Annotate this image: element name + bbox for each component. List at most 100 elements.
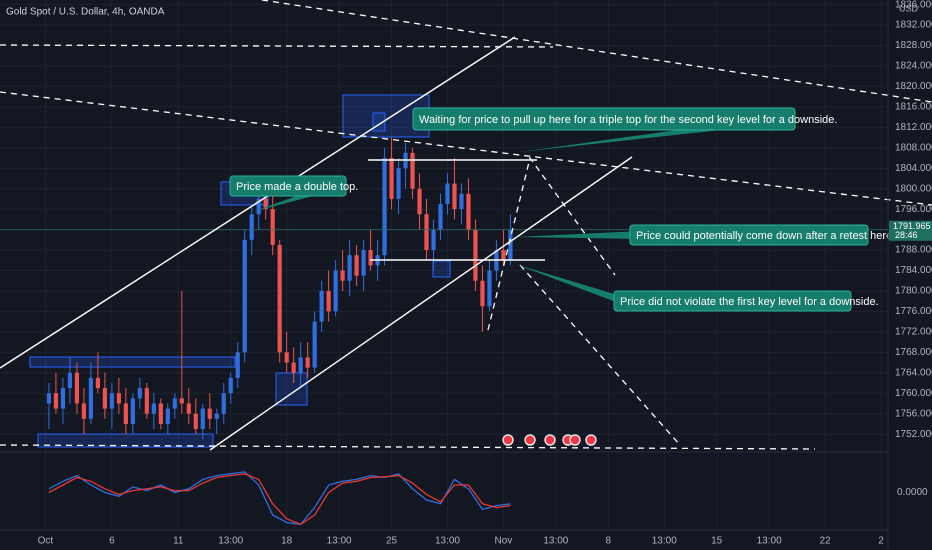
dashed-line: [0, 91, 932, 206]
y-tick-label: 1784.000: [895, 265, 932, 276]
y-tick-label: 1768.000: [895, 347, 932, 358]
candle-body: [67, 372, 73, 389]
candle-body: [249, 214, 254, 240]
zone: [275, 372, 308, 406]
x-tick-label: 13:00: [327, 536, 352, 547]
candle-body: [368, 250, 373, 266]
candle-body: [137, 388, 142, 399]
candle-body: [389, 158, 394, 199]
event-icon[interactable]: [585, 434, 597, 446]
candle-body: [410, 152, 415, 189]
projection: [487, 156, 616, 331]
y-tick-label: 1764.000: [895, 367, 932, 378]
y-tick-label: 1756.000: [895, 408, 932, 419]
x-tick-label: 13:00: [757, 536, 782, 547]
callout-pointer: [515, 231, 640, 239]
osc-line: [48, 471, 511, 526]
y-tick-label: 1828.000: [895, 40, 932, 51]
y-tick-label: 1824.000: [895, 61, 932, 72]
candle-body: [235, 352, 240, 378]
candle-body: [81, 403, 87, 419]
candle-body: [326, 290, 331, 312]
callout-text: Price made a double top.: [236, 181, 358, 193]
currency-label: USD: [899, 3, 919, 13]
callout-text: Price could potentially come down after …: [636, 230, 895, 242]
candle-body: [347, 255, 352, 281]
annotations: Price made a double top. Waiting for pric…: [229, 107, 895, 312]
x-tick-label: 13:00: [218, 536, 243, 547]
x-tick-label: 18: [281, 536, 293, 547]
y-tick-label: 1772.000: [895, 327, 932, 338]
callout-text: Waiting for price to pull up here for a …: [419, 114, 837, 126]
candle-body: [74, 372, 80, 404]
candle-body: [165, 408, 170, 424]
candles: [0, 137, 888, 440]
candle-body: [501, 250, 506, 261]
candle-body: [144, 388, 149, 414]
candle-body: [228, 377, 233, 394]
candle-body: [319, 290, 324, 322]
price-tag-value: 1791.965: [893, 221, 931, 231]
candle-body: [277, 244, 282, 353]
x-tick-label: 15: [711, 536, 723, 547]
candle-body: [382, 158, 387, 256]
candle-body: [214, 413, 219, 419]
x-tick-label: 13:00: [435, 536, 460, 547]
callout-box: [613, 290, 852, 312]
event-icon[interactable]: [544, 434, 556, 446]
candle-body: [431, 229, 436, 251]
event-icon[interactable]: [502, 434, 514, 446]
candle-body: [179, 398, 184, 404]
callout-box: [412, 107, 796, 131]
y-tick-label: 1776.000: [895, 306, 932, 317]
candle-body: [312, 321, 317, 368]
candle-body: [354, 255, 359, 276]
x-tick-label: 25: [386, 536, 398, 547]
event-icon[interactable]: [569, 434, 581, 446]
x-tick-label: 22: [820, 536, 832, 547]
callout-text: Price did not violate the first key leve…: [620, 296, 879, 308]
callout-pointer: [515, 264, 624, 305]
candle-body: [116, 393, 121, 404]
candle-body: [193, 413, 198, 430]
trendline: [209, 156, 633, 451]
candle-body: [242, 239, 247, 353]
candle-body: [445, 183, 450, 205]
candle-body: [123, 403, 128, 424]
x-tick-label: 6: [109, 536, 115, 547]
y-tick-label: 1812.000: [895, 122, 932, 133]
drawings: [0, 0, 932, 451]
candle-body: [480, 280, 485, 307]
y-tick-label: 1780.000: [895, 286, 932, 297]
event-icon[interactable]: [524, 434, 536, 446]
oscillator: [48, 471, 511, 526]
candle-body: [473, 229, 478, 281]
candle-body: [221, 393, 226, 414]
candle-body: [53, 393, 59, 409]
zone: [29, 356, 236, 368]
candle-body: [151, 403, 156, 414]
candle-body: [284, 352, 289, 363]
zone: [432, 260, 451, 278]
candle-body: [424, 214, 429, 251]
callout-box: [229, 175, 347, 197]
y-tick-label: 1804.000: [895, 163, 932, 174]
axes: 1752.000 1756.000 1760.000 1764.000 1768.000…: [38, 0, 932, 547]
candle-body: [263, 198, 268, 210]
y-tick-label: 1800.000: [895, 183, 932, 194]
x-tick-label: Nov: [495, 536, 513, 547]
candle-body: [109, 393, 114, 409]
price-tag: [889, 220, 932, 241]
candle-body: [256, 198, 261, 215]
y-tick-label: 1820.000: [895, 81, 932, 92]
candle-body: [333, 270, 338, 312]
candle-body: [186, 403, 191, 414]
candle-body: [487, 270, 492, 307]
candle-body: [452, 183, 457, 210]
y-tick-label: 1808.000: [895, 142, 932, 153]
candle-body: [508, 229, 513, 261]
candle-body: [459, 193, 464, 210]
candle-body: [361, 250, 366, 276]
candle-body: [158, 403, 163, 424]
